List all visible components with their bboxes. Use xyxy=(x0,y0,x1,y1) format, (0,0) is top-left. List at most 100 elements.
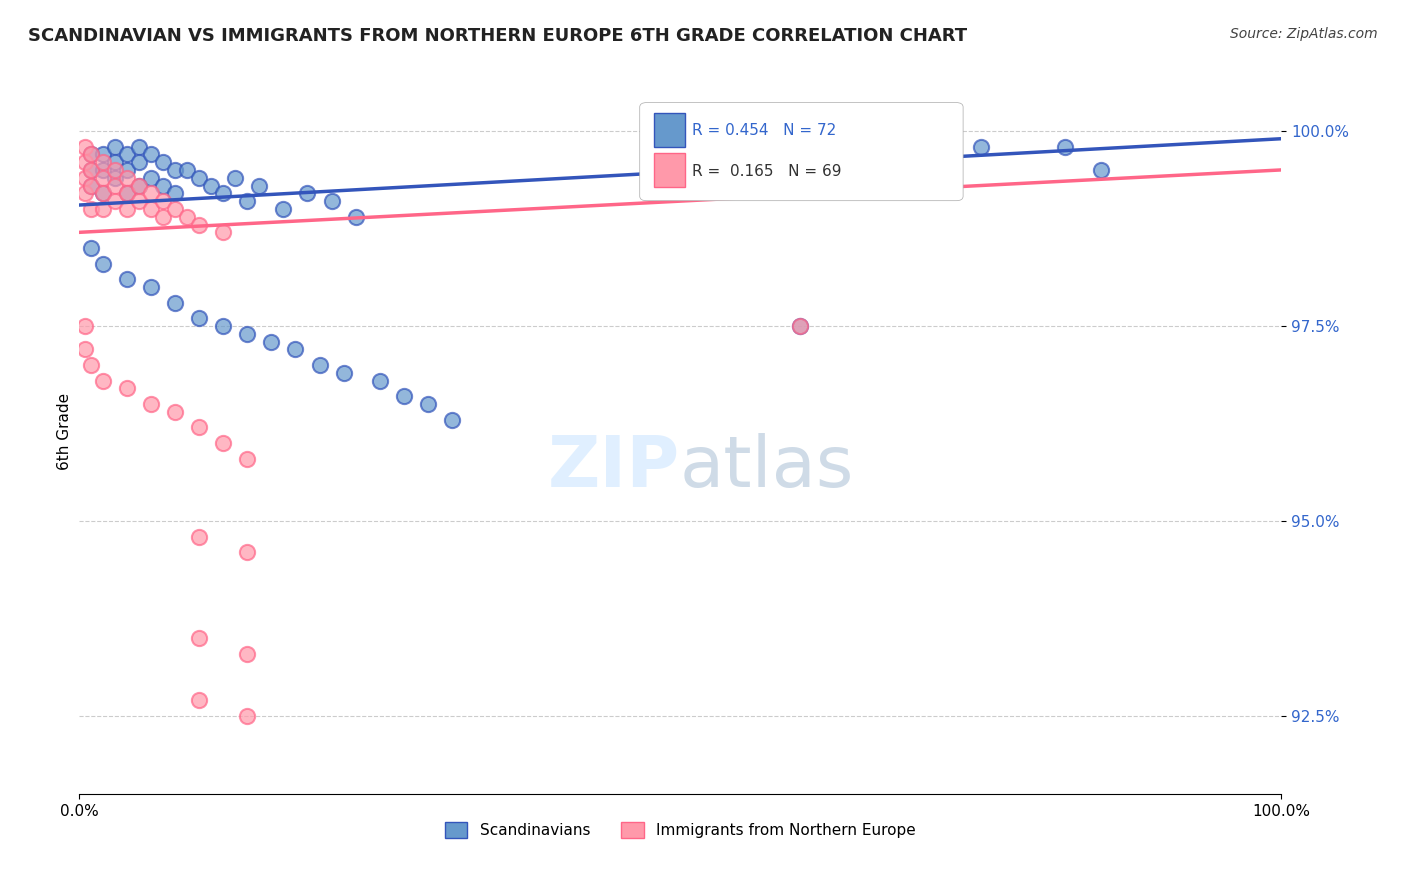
Point xyxy=(141,202,163,216)
Point xyxy=(789,318,811,333)
Point xyxy=(212,436,235,450)
Point xyxy=(91,155,114,169)
Point xyxy=(80,147,103,161)
Point xyxy=(75,139,97,153)
Point xyxy=(188,420,211,434)
Legend: Scandinavians, Immigrants from Northern Europe: Scandinavians, Immigrants from Northern … xyxy=(439,816,922,845)
Point xyxy=(1053,139,1076,153)
Point xyxy=(440,412,463,426)
Point xyxy=(75,170,97,185)
Point xyxy=(368,374,391,388)
Point xyxy=(152,178,174,193)
Point xyxy=(91,147,114,161)
Point xyxy=(297,186,319,201)
Point xyxy=(141,186,163,201)
Point xyxy=(1090,163,1112,178)
Y-axis label: 6th Grade: 6th Grade xyxy=(58,392,72,470)
Point xyxy=(165,163,187,178)
Point xyxy=(236,709,259,723)
Point xyxy=(91,170,114,185)
Point xyxy=(176,210,198,224)
Point xyxy=(115,186,138,201)
Point xyxy=(80,202,103,216)
Point xyxy=(212,186,235,201)
Point xyxy=(152,155,174,169)
Point xyxy=(91,374,114,388)
Point xyxy=(969,139,991,153)
Point xyxy=(188,218,211,232)
Point xyxy=(115,272,138,286)
Point xyxy=(128,178,150,193)
Point xyxy=(188,170,211,185)
Point xyxy=(104,163,127,178)
Point xyxy=(332,366,354,380)
Text: Source: ZipAtlas.com: Source: ZipAtlas.com xyxy=(1230,27,1378,41)
Point xyxy=(416,397,439,411)
Point xyxy=(104,170,127,185)
Point xyxy=(128,178,150,193)
Point xyxy=(188,631,211,645)
Point xyxy=(224,170,246,185)
Point xyxy=(115,186,138,201)
Point xyxy=(75,186,97,201)
Point xyxy=(104,155,127,169)
Point xyxy=(75,343,97,357)
Point xyxy=(165,295,187,310)
Point xyxy=(115,170,138,185)
Point xyxy=(104,178,127,193)
Point xyxy=(80,178,103,193)
Point xyxy=(165,405,187,419)
Point xyxy=(91,256,114,270)
Point xyxy=(128,155,150,169)
Point xyxy=(260,334,283,349)
Text: R =  0.165   N = 69: R = 0.165 N = 69 xyxy=(692,164,841,178)
Point xyxy=(249,178,271,193)
Point xyxy=(128,139,150,153)
Point xyxy=(273,202,295,216)
Point xyxy=(308,358,330,372)
Point xyxy=(188,693,211,707)
Point xyxy=(104,139,127,153)
Point xyxy=(115,147,138,161)
Point xyxy=(236,194,259,208)
Point xyxy=(91,186,114,201)
Point xyxy=(80,163,103,178)
Point xyxy=(236,647,259,661)
Point xyxy=(141,397,163,411)
Point xyxy=(212,225,235,239)
Point xyxy=(80,163,103,178)
Point xyxy=(200,178,222,193)
Point xyxy=(141,170,163,185)
Point xyxy=(80,147,103,161)
Point xyxy=(176,163,198,178)
Point xyxy=(152,194,174,208)
Point xyxy=(115,381,138,395)
Text: atlas: atlas xyxy=(681,433,855,502)
Point xyxy=(152,210,174,224)
Text: R = 0.454   N = 72: R = 0.454 N = 72 xyxy=(692,123,837,137)
Point xyxy=(910,139,932,153)
Point xyxy=(284,343,307,357)
Point xyxy=(212,318,235,333)
Point xyxy=(392,389,415,403)
Point xyxy=(115,163,138,178)
Point xyxy=(91,186,114,201)
Point xyxy=(80,358,103,372)
Point xyxy=(236,545,259,559)
Point xyxy=(75,155,97,169)
Point xyxy=(80,241,103,255)
Point xyxy=(789,318,811,333)
Point xyxy=(165,186,187,201)
Point xyxy=(91,202,114,216)
Point xyxy=(115,202,138,216)
Point xyxy=(128,194,150,208)
Point xyxy=(75,318,97,333)
Point xyxy=(104,194,127,208)
Point xyxy=(236,326,259,341)
Point xyxy=(80,178,103,193)
Point xyxy=(141,280,163,294)
Point xyxy=(236,451,259,466)
Point xyxy=(344,210,367,224)
Point xyxy=(188,311,211,326)
Text: SCANDINAVIAN VS IMMIGRANTS FROM NORTHERN EUROPE 6TH GRADE CORRELATION CHART: SCANDINAVIAN VS IMMIGRANTS FROM NORTHERN… xyxy=(28,27,967,45)
